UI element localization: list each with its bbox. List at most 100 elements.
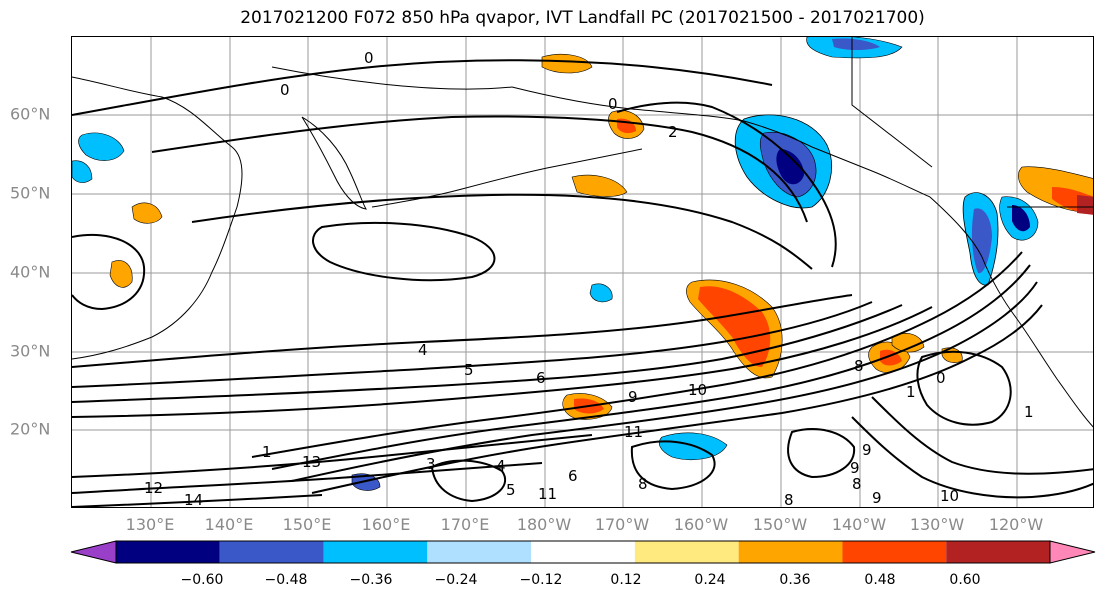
contour-0 (72, 59, 773, 116)
shading-patch (351, 473, 381, 491)
lon-label-130w: 130°W (909, 515, 965, 534)
border-canada-alaska (851, 37, 933, 168)
contour-label: 8 (784, 491, 794, 508)
shading-patch (131, 202, 163, 224)
colorbar-segment (842, 541, 947, 563)
contour-label: 12 (144, 479, 163, 497)
lon-label-150w: 150°W (752, 515, 808, 534)
colorbar-tick: 0.60 (949, 572, 981, 588)
contour-14 (72, 494, 323, 507)
colorbar-segment (634, 541, 739, 563)
lon-label-140e: 140°E (204, 515, 254, 534)
colorbar-tick: −0.24 (434, 572, 478, 588)
lat-label-40n: 40°N (10, 262, 51, 282)
coastline-asia (72, 76, 243, 360)
contour-label: 10 (688, 381, 707, 399)
shading-patch (776, 149, 804, 185)
map-title: 2017021200 F072 850 hPa qvapor, IVT Land… (240, 8, 925, 28)
lat-label-50n: 50°N (10, 183, 51, 203)
contour-6 (72, 304, 903, 403)
contour-label: 5 (464, 361, 474, 379)
coastline-north-america (929, 196, 1093, 428)
shading-patch (541, 54, 593, 74)
contour-4 (72, 294, 853, 368)
lon-label-170w: 170°W (594, 515, 650, 534)
shading-patch (571, 174, 628, 197)
contour-8 (251, 251, 1023, 458)
contour-label: 3 (426, 455, 436, 473)
contour-label: 14 (184, 491, 203, 508)
colorbar-tick: −0.60 (180, 572, 224, 588)
lat-label-30n: 30°N (10, 341, 51, 361)
contour-3 (191, 193, 813, 270)
lon-label-160w: 160°W (673, 515, 729, 534)
contour-mid-loop (312, 221, 496, 282)
colorbar-tick: −0.12 (519, 572, 563, 588)
shading-patch (589, 283, 613, 303)
coastline-kamchatka (301, 116, 367, 210)
lon-label-130e: 130°E (125, 515, 175, 534)
contour-south-lobe-2 (871, 396, 1093, 475)
colorbar-segment (738, 541, 843, 563)
coastline-arctic (271, 66, 513, 90)
shading-patch (72, 160, 93, 183)
contour-label: 1 (906, 383, 916, 401)
map-canvas: 0 0 2 4 5 6 10 9 11 12 13 14 1 8 8 9 9 9… (72, 37, 1093, 508)
ivt-contours (72, 59, 1093, 507)
colorbar-segment (946, 541, 1050, 563)
contour-label: 1 (1024, 403, 1034, 421)
shading-patch (832, 38, 880, 50)
contour-label: 6 (536, 369, 546, 387)
map-panel: 0 0 2 4 5 6 10 9 11 12 13 14 1 8 8 9 9 9… (71, 36, 1094, 508)
colorbar-segment (70, 540, 117, 564)
contour-label-group: 0 0 2 4 5 6 10 9 11 12 13 14 1 8 8 9 9 9… (144, 49, 1034, 508)
coastline-alaska (511, 86, 931, 198)
colorbar-tick: −0.36 (349, 572, 393, 588)
contour-label: 9 (862, 441, 872, 459)
colorbar-tick: 0.36 (779, 572, 811, 588)
contour-label: 9 (872, 489, 882, 507)
contour-label: 4 (496, 457, 506, 475)
contour-label: 8 (638, 475, 648, 493)
colorbar-segment (323, 541, 428, 563)
shading-patch (698, 286, 771, 367)
colorbar-tick: −0.48 (264, 572, 308, 588)
graticule (72, 37, 1093, 507)
coastlines (72, 37, 1093, 428)
lon-label-150e: 150°E (282, 515, 332, 534)
contour-label: 8 (854, 357, 864, 375)
lat-label-60n: 60°N (10, 104, 51, 124)
contour-label: 2 (668, 123, 678, 141)
shading-patch (78, 132, 125, 161)
colorbar (70, 540, 1096, 564)
contour-south-low (430, 459, 507, 503)
contour-11 (311, 304, 1043, 494)
lon-label-160e: 160°E (361, 515, 411, 534)
shading-patch (1077, 195, 1093, 215)
colorbar-segment (219, 541, 324, 563)
lon-label-180w: 180°W (516, 515, 572, 534)
colorbar-segment (531, 541, 635, 563)
shading-patch (109, 260, 133, 288)
contour-label: 13 (302, 453, 321, 471)
contour-5 (72, 301, 873, 388)
contour-label: 9 (628, 388, 638, 406)
contour-label: 6 (568, 467, 578, 485)
contour-label: 4 (418, 341, 428, 359)
contour-9 (271, 264, 1031, 470)
contour-label: 10 (940, 487, 959, 505)
contour-label: 8 (852, 475, 862, 493)
lon-label-140w: 140°W (831, 515, 887, 534)
colorbar-tick: 0.12 (610, 572, 642, 588)
contour-label: 0 (608, 95, 618, 113)
contour-label: 0 (364, 49, 374, 67)
colorbar-segment (116, 541, 220, 563)
contour-label: 1 (262, 443, 272, 461)
shading-patch (971, 208, 992, 274)
contour-0-arc (616, 101, 837, 268)
colorbar-segment (427, 541, 532, 563)
contour-12 (72, 434, 593, 478)
contour-label: 11 (624, 423, 643, 441)
contour-label: 0 (280, 81, 290, 99)
colorbar-segments (70, 540, 1096, 564)
